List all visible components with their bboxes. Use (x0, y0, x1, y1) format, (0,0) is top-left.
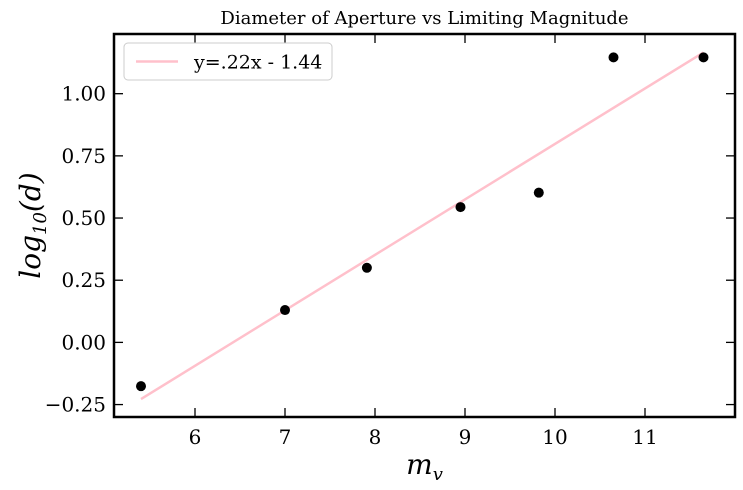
data-marks (136, 51, 709, 401)
data-point (361, 262, 372, 273)
data-point (455, 202, 466, 213)
x-axis-label: mv (406, 448, 443, 485)
plot-area (112, 32, 737, 419)
y-tick-label: 0.25 (61, 268, 106, 292)
y-axis-label-main: log (14, 235, 47, 279)
fit-line (140, 51, 705, 401)
axes-ticks: 6 7 8 9 10 11 −0.25 0.00 0.25 0.50 0.75 1.00 (45, 34, 735, 449)
data-point (533, 187, 544, 198)
data-point (280, 305, 290, 316)
y-axis-label-suffix: (d) (14, 172, 47, 212)
x-axis-label-subscript: v (433, 464, 443, 485)
x-tick-label: 10 (542, 425, 567, 449)
y-tick-label: 1.00 (61, 82, 106, 106)
y-tick-label: 0.50 (61, 206, 106, 230)
x-tick-label: 6 (189, 425, 202, 449)
y-axis-label-subscript: 10 (30, 212, 51, 235)
x-tick-label: 9 (459, 425, 472, 449)
y-tick-label: 0.00 (61, 330, 106, 354)
data-point (136, 381, 146, 392)
y-tick-label: 0.75 (61, 144, 106, 168)
x-tick-label: 11 (632, 425, 657, 449)
data-point (608, 52, 619, 63)
y-tick-label: −0.25 (45, 393, 106, 417)
data-point (698, 52, 709, 63)
legend-box (123, 42, 333, 81)
x-tick-label: 7 (279, 425, 292, 449)
x-tick-label: 8 (369, 425, 382, 449)
legend-label: y=.22x - 1.44 (193, 52, 322, 74)
plot-frame (112, 32, 737, 419)
y-axis-label: log10(d) (14, 172, 51, 278)
chart-title: Diameter of Aperture vs Limiting Magnitu… (220, 8, 628, 29)
legend: y=.22x - 1.44 (123, 42, 333, 81)
x-axis-label-main: m (406, 448, 433, 481)
